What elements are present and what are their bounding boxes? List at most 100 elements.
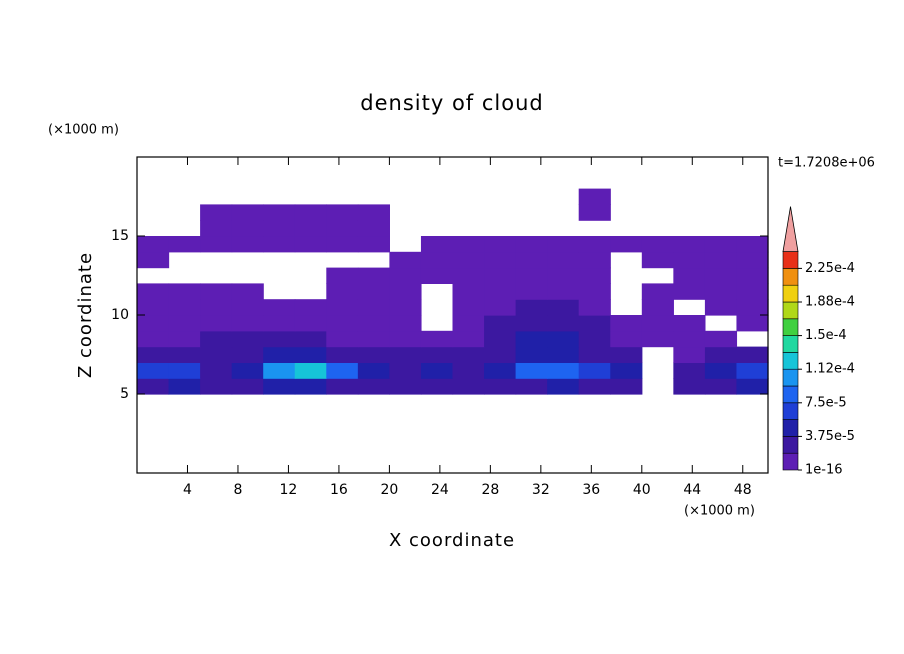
contour-cell [263,236,296,253]
contour-cell [547,378,580,395]
chart-title: density of cloud [360,91,543,115]
contour-cell [326,362,359,379]
contour-cell [547,283,580,300]
contour-cell [389,362,422,379]
contour-cell [578,204,611,221]
contour-cell [452,251,485,269]
contour-cell [736,283,769,300]
contour-cell [641,330,674,348]
contour-cell [294,236,327,253]
contour-cell [326,346,359,363]
contour-cell [231,220,264,237]
x-axis-label: X coordinate [389,530,515,551]
contour-cell [389,315,422,332]
colorbar-band [782,301,799,320]
contour-cell [578,267,611,284]
contour-cell [547,267,580,284]
contour-cell [452,346,485,363]
colorbar-tick-label: 1e-16 [805,463,843,478]
contour-cell [200,346,233,363]
contour-cell [231,236,264,253]
contour-cell [547,315,580,332]
contour-cell [168,236,201,253]
contour-cell [515,315,548,332]
contour-cell [389,378,422,395]
contour-cell [357,378,390,395]
contour-cell [357,330,390,348]
contour-cell [231,315,264,332]
contour-cell [673,346,706,363]
contour-cell [673,236,706,253]
y-unit: (×1000 m) [48,123,119,138]
contour-cell [704,251,738,269]
x-tick-label: 48 [734,482,752,498]
contour-cell [736,362,769,379]
colorbar-band [782,402,799,420]
contour-cell [326,220,359,237]
contour-cell [137,330,170,348]
contour-cell [231,362,264,379]
contour-cell [673,378,706,395]
contour-cell [168,378,201,395]
contour-cell [357,346,390,363]
contour-cell [263,378,296,395]
colorbar-tick-label: 2.25e-4 [805,261,855,276]
contour-cell [137,283,170,300]
contour-cell [641,236,674,253]
contour-cell [326,378,359,395]
contour-cell [137,299,170,316]
contour-cell [484,236,517,253]
x-tick-label: 4 [183,482,192,498]
contour-field [137,188,769,395]
colorbar-tick-label: 1.5e-4 [805,328,847,343]
x-tick-label: 12 [280,482,298,498]
colorbar-band [782,419,799,437]
contour-cell [452,330,485,348]
contour-cell [263,362,296,379]
contour-cell [137,251,170,269]
x-tick-label: 32 [532,482,550,498]
contour-cell [420,236,454,253]
contour-cell [578,315,611,332]
contour-cell [610,330,643,348]
contour-cell [515,267,548,284]
contour-cell [200,283,233,300]
contour-cell [389,251,422,269]
x-tick-label: 20 [380,482,398,498]
contour-cell [357,267,390,284]
contour-cell [420,362,454,379]
contour-cell [452,283,485,300]
contour-cell [452,299,485,316]
contour-cell [484,251,517,269]
contour-cell [704,267,738,284]
contour-cell [137,346,170,363]
contour-cell [231,299,264,316]
contour-cell [641,251,674,269]
contour-cell [389,299,422,316]
contour-cell [515,236,548,253]
contour-cell [578,236,611,253]
contour-cell [515,283,548,300]
colorbar-tick-label: 1.88e-4 [805,295,855,310]
contour-cell [294,315,327,332]
contour-cell [515,299,548,316]
contour-cell [294,204,327,221]
contour-cell [610,362,643,379]
colorbar-band [782,268,799,286]
colorbar-tick-label: 7.5e-5 [805,395,847,410]
contour-cell [641,283,674,300]
contour-cell [578,188,611,205]
colorbar-band [782,452,799,471]
contour-cell [452,315,485,332]
contour-cell [137,362,170,379]
contour-cell [357,362,390,379]
contour-cell [200,299,233,316]
contour-cell [137,315,170,332]
colorbar-band [782,385,799,404]
contour-cell [610,315,643,332]
contour-cell [200,315,233,332]
contour-cell [137,378,170,395]
contour-cell [231,204,264,221]
contour-cell [673,362,706,379]
